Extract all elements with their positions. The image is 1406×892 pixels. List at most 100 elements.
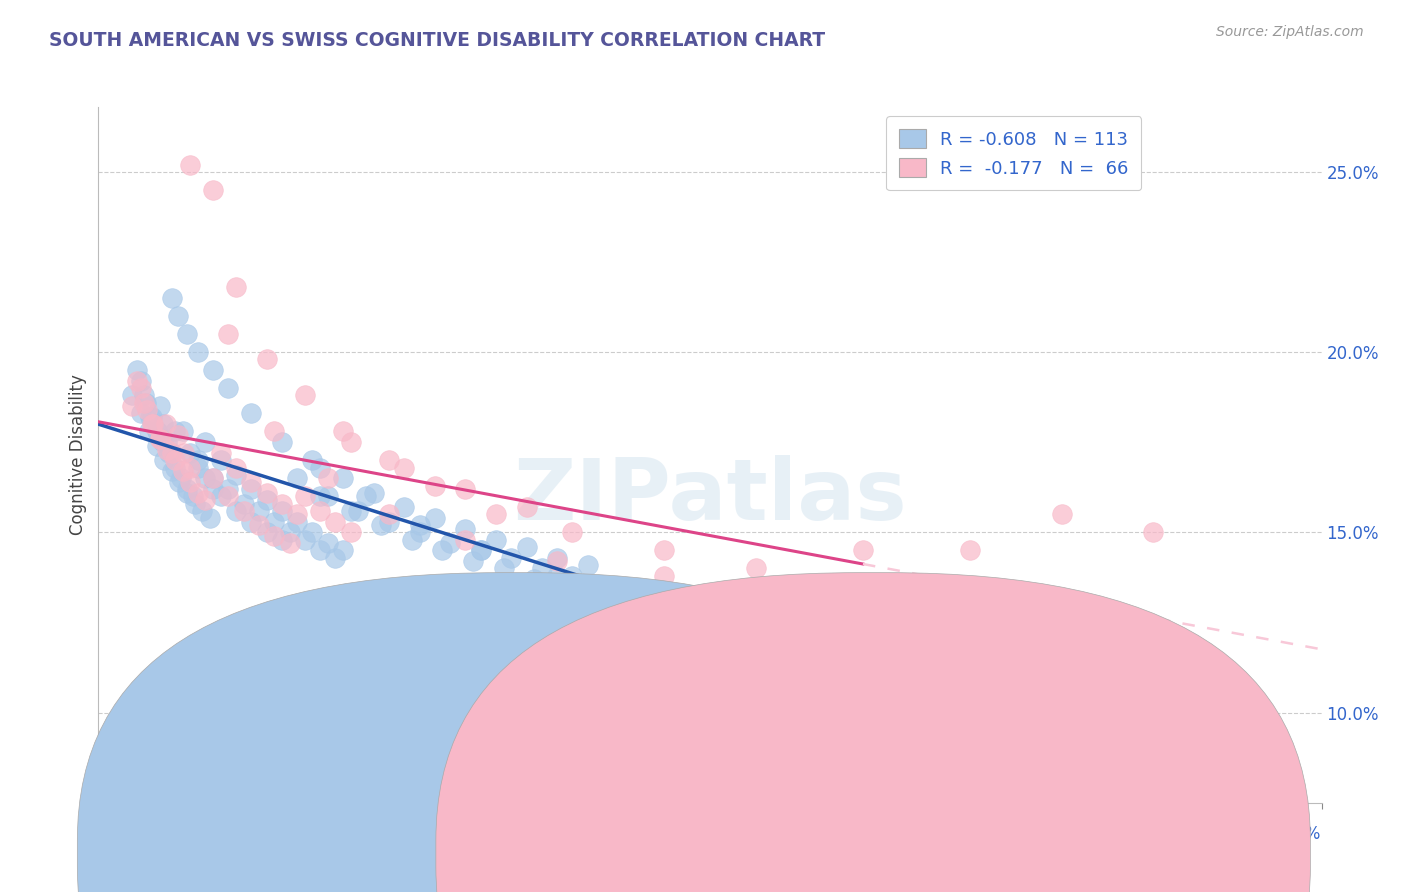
- Point: [256, 352, 278, 367]
- Point: [523, 572, 546, 586]
- Point: [181, 489, 204, 503]
- Point: [576, 558, 599, 572]
- Point: [141, 417, 163, 432]
- Point: [149, 399, 172, 413]
- Point: [167, 309, 190, 323]
- Point: [745, 561, 768, 575]
- Point: [176, 485, 198, 500]
- Point: [485, 508, 508, 522]
- Point: [232, 504, 254, 518]
- Point: [316, 471, 339, 485]
- Point: [270, 497, 292, 511]
- Point: [285, 515, 308, 529]
- Point: [225, 460, 247, 475]
- Point: [347, 504, 370, 518]
- Point: [163, 453, 186, 467]
- Point: [139, 410, 162, 425]
- Point: [156, 435, 179, 450]
- Point: [339, 504, 361, 518]
- Point: [561, 568, 583, 582]
- Point: [294, 489, 316, 503]
- Point: [256, 485, 278, 500]
- Point: [492, 561, 515, 575]
- Text: Swiss: Swiss: [893, 845, 939, 863]
- Point: [852, 543, 875, 558]
- Point: [179, 475, 201, 489]
- Text: SOUTH AMERICAN VS SWISS COGNITIVE DISABILITY CORRELATION CHART: SOUTH AMERICAN VS SWISS COGNITIVE DISABI…: [49, 31, 825, 50]
- Point: [852, 655, 875, 669]
- Point: [309, 489, 332, 503]
- Point: [470, 543, 492, 558]
- Point: [187, 345, 209, 359]
- Point: [339, 525, 361, 540]
- Point: [240, 515, 263, 529]
- Point: [309, 543, 332, 558]
- Point: [138, 425, 160, 439]
- Point: [285, 471, 308, 485]
- Point: [256, 525, 278, 540]
- Point: [247, 518, 270, 533]
- Point: [730, 626, 752, 640]
- Point: [202, 471, 225, 485]
- Point: [187, 460, 209, 475]
- Point: [160, 446, 183, 460]
- Point: [392, 500, 416, 515]
- Point: [1204, 731, 1226, 745]
- Point: [121, 399, 143, 413]
- Point: [160, 291, 183, 305]
- Point: [270, 504, 292, 518]
- Point: [129, 374, 152, 388]
- Point: [194, 471, 217, 485]
- Point: [912, 598, 935, 612]
- Point: [202, 183, 225, 197]
- Point: [179, 158, 201, 172]
- Point: [194, 493, 217, 508]
- Point: [401, 533, 423, 547]
- Point: [202, 471, 225, 485]
- Point: [454, 482, 477, 496]
- Point: [583, 587, 606, 601]
- Point: [263, 529, 285, 543]
- Point: [1004, 691, 1026, 706]
- Point: [1081, 706, 1104, 720]
- Point: [187, 485, 209, 500]
- Point: [247, 504, 270, 518]
- Point: [129, 381, 152, 395]
- Point: [155, 417, 177, 432]
- Point: [217, 482, 239, 496]
- Point: [202, 482, 225, 496]
- Point: [163, 460, 186, 475]
- Point: [176, 482, 198, 496]
- Point: [652, 543, 675, 558]
- Point: [217, 489, 239, 503]
- Point: [240, 482, 263, 496]
- Point: [145, 439, 167, 453]
- Point: [325, 550, 347, 565]
- Point: [232, 497, 254, 511]
- Point: [270, 435, 292, 450]
- Point: [225, 280, 247, 294]
- Point: [316, 489, 339, 503]
- Point: [134, 395, 156, 409]
- Point: [198, 511, 221, 525]
- Point: [278, 536, 301, 550]
- Point: [179, 460, 201, 475]
- Point: [423, 478, 446, 492]
- Point: [316, 536, 339, 550]
- Point: [294, 388, 316, 402]
- Point: [136, 402, 159, 417]
- Text: 80.0%: 80.0%: [1270, 825, 1322, 843]
- Point: [187, 453, 209, 467]
- Point: [546, 554, 568, 568]
- Point: [652, 568, 675, 582]
- Point: [209, 446, 232, 460]
- Point: [270, 533, 292, 547]
- Point: [170, 471, 193, 485]
- Point: [392, 460, 416, 475]
- Point: [285, 508, 308, 522]
- Point: [121, 388, 143, 402]
- Point: [179, 446, 201, 460]
- Point: [408, 518, 430, 533]
- Point: [309, 460, 332, 475]
- Point: [339, 435, 361, 450]
